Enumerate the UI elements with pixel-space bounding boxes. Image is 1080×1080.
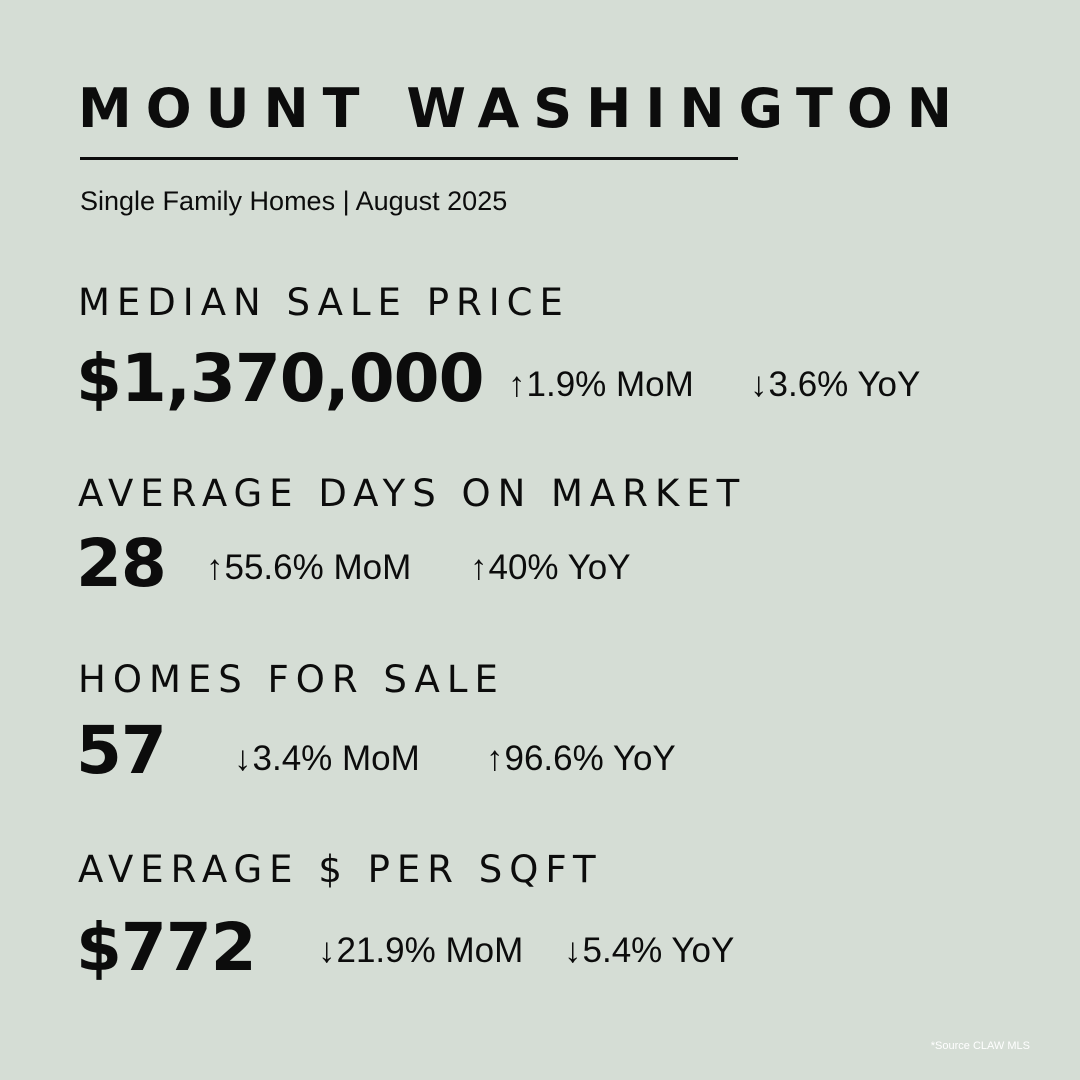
arrow-down-icon: ↓ [750,365,768,404]
source-note: *Source CLAW MLS [930,1040,1030,1052]
stat-label-average-price-per-sqft: AVERAGE $ PER SQFT [78,848,603,891]
stat-label-homes-for-sale: HOMES FOR SALE [78,658,505,701]
stat-value-average-price-per-sqft: $772 [76,909,257,986]
stat-change-mom: ↓21.9% MoM [318,930,523,972]
stat-change-yoy: ↓3.6% YoY [750,364,920,406]
arrow-up-icon: ↑ [508,365,526,404]
stat-label-average-days-on-market: AVERAGE DAYS ON MARKET [78,472,747,515]
arrow-down-icon: ↓ [564,931,582,970]
stat-value-average-days-on-market: 28 [76,525,167,602]
stat-change-mom: ↑1.9% MoM [508,364,694,406]
stat-change-mom-text: 21.9% MoM [336,931,524,970]
page-title: MOUNT WASHINGTON [78,77,966,140]
stat-change-yoy: ↓5.4% YoY [564,930,734,972]
stat-label-median-sale-price: MEDIAN SALE PRICE [78,281,570,324]
stat-change-mom-text: 1.9% MoM [526,365,694,404]
arrow-up-icon: ↑ [486,739,504,778]
stat-change-mom-text: 55.6% MoM [224,548,412,587]
stat-change-yoy: ↑96.6% YoY [486,738,676,780]
arrow-up-icon: ↑ [206,548,224,587]
page-subtitle: Single Family Homes | August 2025 [80,186,508,216]
stat-change-yoy-text: 5.4% YoY [582,931,735,970]
stat-change-yoy-text: 3.6% YoY [768,365,921,404]
title-underline [80,157,738,160]
stat-change-mom: ↑55.6% MoM [206,547,411,589]
stat-value-median-sale-price: $1,370,000 [76,340,485,417]
stat-value-homes-for-sale: 57 [76,712,167,789]
arrow-down-icon: ↓ [234,739,252,778]
stat-change-mom: ↓3.4% MoM [234,738,420,780]
stat-change-yoy-text: 40% YoY [488,548,631,587]
stat-change-mom-text: 3.4% MoM [252,739,420,778]
stat-change-yoy-text: 96.6% YoY [504,739,676,778]
arrow-down-icon: ↓ [318,931,336,970]
arrow-up-icon: ↑ [470,548,488,587]
stat-change-yoy: ↑40% YoY [470,547,631,589]
